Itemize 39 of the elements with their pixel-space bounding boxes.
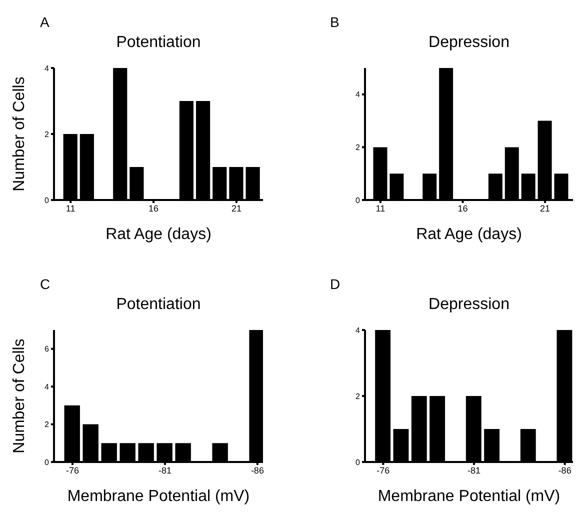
x-tick-label: 11 [66,203,76,214]
y-tick-label: 0 [44,196,50,205]
y-tick-label: 2 [356,143,361,152]
chart-title: A [40,14,50,30]
x-tick-label: 21 [231,203,242,214]
x-tick-label: 16 [458,203,468,214]
y-tick-label: 6 [44,344,50,354]
x-tick-label: -81 [158,465,172,476]
y-axis-title: Number of Cells [11,338,29,454]
y-tick-label: 2 [44,130,50,139]
y-tick-label: 4 [44,64,50,73]
chart-subtitle: Potentiation [115,296,202,314]
chart-title: B [330,14,340,30]
x-tick-label: -81 [467,465,481,476]
y-tick-label: 4 [356,326,361,335]
x-axis-title: Rat Age (days) [415,226,523,244]
x-tick-label: -76 [66,465,80,476]
x-axis-title: Membrane Potential (mV) [376,488,562,506]
x-axis-title: Rat Age (days) [104,226,212,244]
y-tick-label: 4 [356,90,361,100]
x-tick-label: -86 [250,465,264,476]
y-tick-label: 2 [356,392,361,401]
chart-subtitle: Depression [428,34,510,52]
y-tick-label: 4 [44,382,50,392]
y-tick-label: 0 [356,196,361,205]
y-tick-label: 2 [44,420,50,430]
x-tick-label: -86 [558,465,572,476]
chart-subtitle: Potentiation [115,34,202,52]
x-tick-label: 16 [148,203,159,214]
chart-title: D [330,276,340,292]
x-tick-label: 21 [540,203,550,214]
x-tick-label: -76 [376,465,390,476]
chart-title: C [40,276,50,292]
x-axis-title: Membrane Potential (mV) [66,488,251,506]
chart-subtitle: Depression [428,296,510,314]
x-tick-label: 11 [376,203,386,214]
y-tick-label: 0 [356,458,361,467]
y-tick-label: 0 [44,458,50,467]
y-axis-title: Number of Cells [11,76,29,192]
